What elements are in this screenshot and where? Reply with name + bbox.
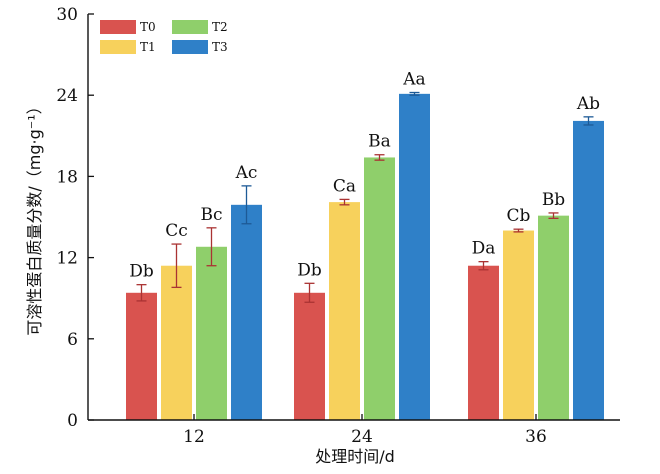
x-tick-label-24: 24 (351, 427, 373, 447)
bar-T3-36 (573, 120, 604, 420)
legend-swatch-T0 (100, 20, 136, 34)
legend-swatch-T3 (172, 40, 208, 54)
bar-T3-24 (399, 93, 430, 420)
bar-T0-36 (468, 265, 499, 420)
bar-T3-12 (231, 204, 262, 420)
bar-T1-12 (161, 265, 192, 420)
y-tick-label-30: 30 (56, 5, 78, 25)
y-tick-label-0: 0 (67, 411, 78, 431)
bar-letter-label-T2-24: Ba (368, 132, 391, 152)
bar-letter-label-T2-36: Bb (542, 190, 565, 210)
y-tick-label-6: 6 (67, 330, 78, 350)
legend-swatch-T1 (100, 40, 136, 54)
bar-letter-label-T3-24: Aa (402, 69, 425, 89)
y-tick-label-18: 18 (56, 167, 78, 187)
legend-label-T0: T0 (140, 20, 156, 34)
bar-letter-label-T2-12: Bc (200, 205, 222, 225)
bar-letter-label-T1-12: Cc (165, 221, 188, 241)
legend-label-T3: T3 (212, 40, 228, 54)
y-axis-title: 可溶性蛋白质量分数/（mg·g⁻¹） (25, 98, 44, 335)
legend-label-T2: T2 (212, 20, 228, 34)
bar-letter-label-T3-36: Ab (576, 94, 600, 114)
y-tick-label-24: 24 (56, 86, 78, 106)
bar-letter-label-T0-12: Db (129, 262, 154, 282)
bar-T2-24 (364, 157, 395, 420)
bar-T0-12 (126, 292, 157, 420)
bar-letter-label-T1-36: Cb (507, 206, 531, 226)
y-tick-label-12: 12 (56, 249, 78, 269)
x-tick-label-12: 12 (183, 427, 205, 447)
legend-swatch-T2 (172, 20, 208, 34)
bar-T2-36 (538, 215, 569, 420)
bar-letter-label-T0-24: Db (297, 260, 322, 280)
bar-T0-24 (294, 292, 325, 420)
bar-T1-36 (503, 230, 534, 420)
legend-label-T1: T1 (140, 40, 156, 54)
bar-T2-12 (196, 246, 227, 420)
bar-letter-label-T0-36: Da (472, 239, 496, 259)
bar-letter-label-T1-24: Ca (333, 176, 356, 196)
bar-letter-label-T3-12: Ac (235, 163, 258, 183)
bar-T1-24 (329, 202, 360, 420)
x-tick-label-36: 36 (525, 427, 547, 447)
x-axis-title: 处理时间/d (315, 447, 395, 466)
